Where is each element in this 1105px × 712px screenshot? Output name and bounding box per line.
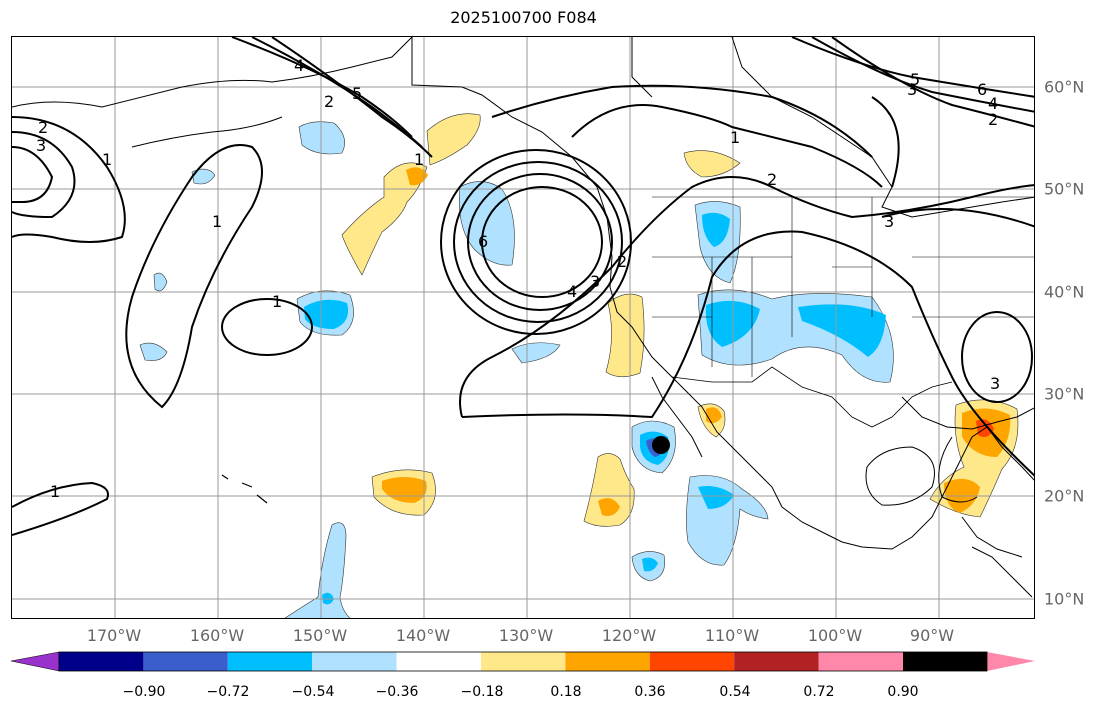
contour-label: 2 — [988, 110, 998, 129]
contour-label: 1 — [414, 150, 424, 169]
contour-label: 6 — [478, 232, 488, 251]
lon-label: 100°W — [807, 626, 863, 645]
colorbar-segment — [312, 652, 397, 671]
colorbar-label: 0.72 — [803, 684, 835, 700]
lat-label: 50°N — [1044, 179, 1085, 199]
map-panel: 1 2 3 3 2 3 4 6 1 1 1 1 1 2 3 2 4 5 5 3 … — [11, 36, 1035, 619]
negative-anomaly-shading — [139, 121, 894, 618]
lon-label: 160°W — [189, 626, 245, 645]
colorbar-label: −0.54 — [291, 684, 335, 700]
lon-label: 90°W — [909, 626, 955, 645]
contour-label: 3 — [36, 136, 46, 155]
colorbar-label: 0.18 — [550, 684, 582, 700]
contour-label: 5 — [910, 70, 920, 89]
colorbar — [11, 651, 1035, 672]
colorbar-segment — [565, 652, 650, 671]
colorbar-segment — [143, 652, 228, 671]
lat-label: 20°N — [1044, 486, 1085, 506]
map-canvas: 1 2 3 3 2 3 4 6 1 1 1 1 1 2 3 2 4 5 5 3 … — [12, 37, 1034, 618]
lat-label: 40°N — [1044, 282, 1085, 302]
lon-label: 130°W — [498, 626, 554, 645]
colorbar-segment — [649, 652, 735, 671]
contour-label: 2 — [38, 118, 48, 137]
contour-label: 4 — [567, 282, 577, 301]
contours — [12, 37, 1034, 536]
contour-label: 2 — [324, 92, 334, 111]
positive-anomaly-shading — [341, 113, 1019, 527]
storm-center-marker — [652, 436, 670, 454]
contour-label: 3 — [907, 80, 917, 99]
colorbar-label: −0.72 — [206, 684, 250, 700]
lon-label: 120°W — [601, 626, 657, 645]
contour-label: 6 — [977, 80, 987, 99]
contour-label: 4 — [294, 56, 304, 75]
colorbar-label: 0.90 — [887, 684, 919, 700]
contour-label: 3 — [990, 374, 1000, 393]
colorbar-label: −0.90 — [122, 684, 166, 700]
graticule — [12, 37, 1034, 618]
colorbar-segment — [734, 652, 819, 671]
colorbar-label: −0.18 — [460, 684, 504, 700]
colorbar-segment — [227, 652, 313, 671]
contour-label-group: 1 2 3 3 2 3 4 6 1 1 1 1 1 2 3 2 4 5 5 3 … — [36, 56, 1000, 501]
colorbar-segment — [59, 652, 144, 671]
lon-label: 150°W — [292, 626, 348, 645]
contour-label: 2 — [767, 170, 777, 189]
colorbar-label: 0.36 — [634, 684, 666, 700]
lon-label: 110°W — [704, 626, 760, 645]
lon-label: 140°W — [395, 626, 451, 645]
lat-label: 30°N — [1044, 384, 1085, 404]
map-title: 2025100700 F084 — [450, 8, 597, 27]
colorbar-segment — [903, 652, 987, 671]
contour-label: 1 — [212, 212, 222, 231]
colorbar-label: 0.54 — [719, 684, 751, 700]
lat-label: 60°N — [1044, 77, 1085, 97]
contour-label: 2 — [617, 252, 627, 271]
colorbar-segment — [818, 652, 903, 671]
contour-label: 4 — [988, 94, 998, 113]
lon-label: 170°W — [86, 626, 142, 645]
contour-label: 1 — [272, 292, 282, 311]
contour-label: 1 — [50, 482, 60, 501]
contour-label: 3 — [884, 212, 894, 231]
colorbar-segment — [481, 652, 566, 671]
contour-label: 1 — [102, 150, 112, 169]
contour-label: 5 — [352, 84, 362, 103]
contour-label: 1 — [730, 128, 740, 147]
colorbar-extend-min — [11, 651, 60, 672]
contour-label: 3 — [590, 272, 600, 291]
colorbar-label: −0.36 — [375, 684, 419, 700]
lat-label: 10°N — [1044, 589, 1085, 609]
colorbar-segment — [396, 652, 481, 671]
